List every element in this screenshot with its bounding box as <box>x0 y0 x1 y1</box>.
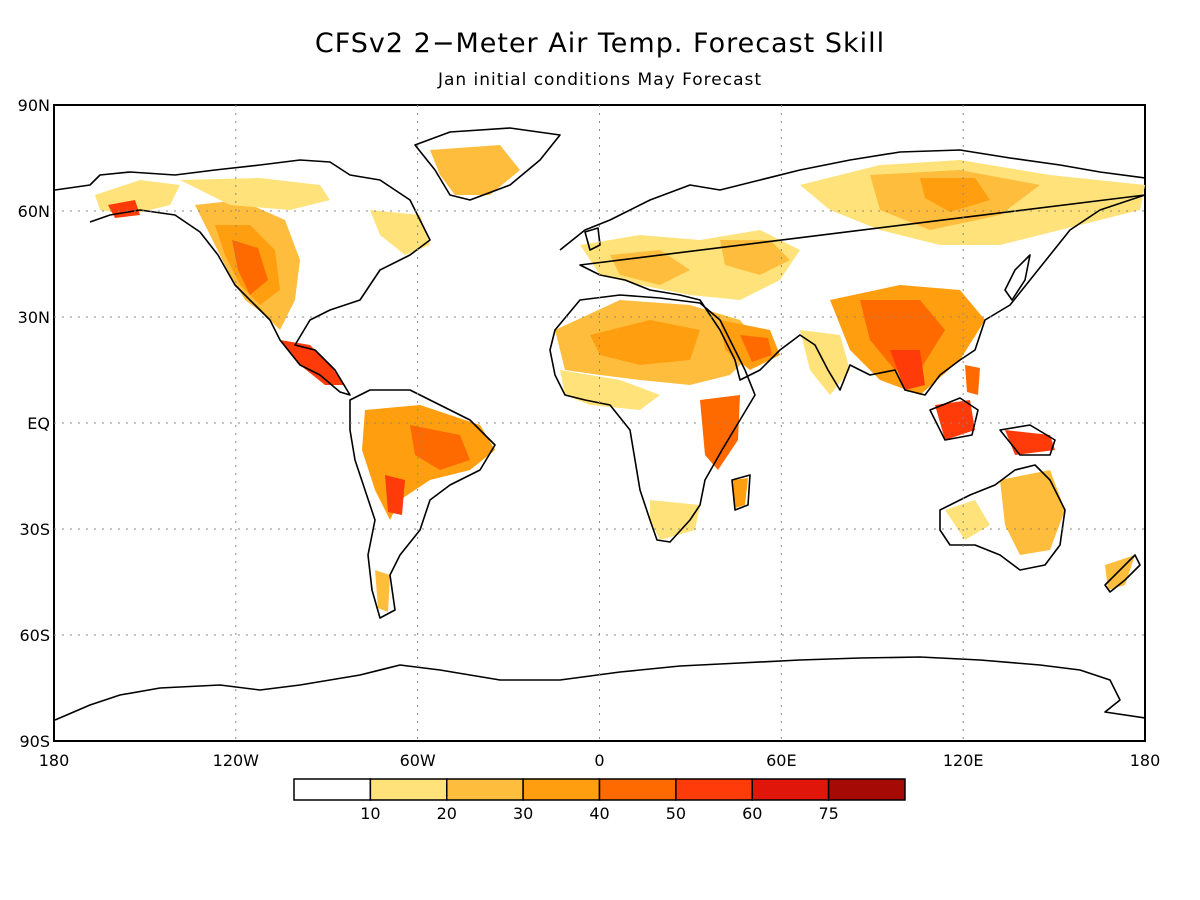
lat-tick-label: 30S <box>19 520 50 539</box>
skill-region-siberia-core <box>920 178 990 212</box>
legend-swatch <box>522 778 601 801</box>
legend-label: 40 <box>589 804 609 823</box>
color-legend: 10 20 30 40 50 60 75 <box>293 778 906 823</box>
skill-region-sa-s <box>385 475 405 515</box>
skill-region-ukraine <box>720 240 790 275</box>
skill-region-eastafrica <box>700 395 740 470</box>
lat-tick-label: EQ <box>27 414 50 433</box>
coast-north-america <box>54 159 431 396</box>
lat-tick-label: 90S <box>19 732 50 751</box>
coast-madagascar <box>731 474 751 511</box>
coast-british-isles <box>584 227 601 251</box>
lon-tick-label: 60E <box>766 751 796 770</box>
skill-region-china-hot <box>860 300 945 370</box>
graticule <box>54 105 1145 741</box>
legend-label: 10 <box>360 804 380 823</box>
lon-tick-label: 60W <box>400 751 436 770</box>
lon-tick-label: 120W <box>213 751 260 770</box>
legend-swatch <box>827 778 906 801</box>
coast-africa <box>549 294 756 543</box>
skill-region-sa-hot <box>410 425 470 470</box>
skill-region-seasia <box>890 350 925 390</box>
skill-region-na-hot <box>232 240 268 295</box>
legend-label: 60 <box>742 804 762 823</box>
skill-region-canada <box>180 178 330 210</box>
legend-label: 30 <box>513 804 533 823</box>
lon-tick-label: 180 <box>1130 751 1161 770</box>
skill-region-patagonia <box>375 570 390 612</box>
legend-swatch <box>293 778 372 801</box>
skill-region-arabia-hot <box>740 335 772 362</box>
legend-swatch <box>675 778 753 801</box>
coast-eurasia <box>559 149 1146 396</box>
coast-australia <box>939 464 1066 571</box>
skill-region-australia-e <box>1000 470 1065 555</box>
lat-tick-label: 60N <box>18 202 50 221</box>
map-subtitle: Jan initial conditions May Forecast <box>437 70 763 90</box>
legend-swatch <box>598 778 677 801</box>
skill-region-newguinea <box>1005 430 1055 455</box>
skill-region-sahara-mid <box>590 320 700 365</box>
coast-antarctica <box>54 656 1146 721</box>
skill-region-australia-w <box>945 500 990 540</box>
lon-labels: 180 120W 60W 0 60E 120E 180 <box>39 751 1161 770</box>
skill-shading <box>95 145 1145 612</box>
skill-region-mexico <box>280 340 345 385</box>
lat-tick-label: 30N <box>18 308 50 327</box>
lat-tick-label: 60S <box>19 626 50 645</box>
coastlines <box>54 127 1146 721</box>
legend-label: 20 <box>437 804 457 823</box>
coast-new-zealand <box>1104 554 1141 593</box>
skill-region-southafrica <box>650 500 700 540</box>
lat-tick-label: 90N <box>18 96 50 115</box>
skill-region-borneo <box>935 400 975 440</box>
lon-tick-label: 120E <box>943 751 984 770</box>
skill-region-greenland <box>430 145 520 195</box>
legend-swatch <box>751 778 830 801</box>
legend-swatch <box>446 778 524 801</box>
coast-south-america <box>349 389 496 619</box>
skill-region-nz <box>1105 555 1135 590</box>
lat-labels: 90N 60N 30N EQ 30S 60S 90S <box>18 96 50 751</box>
lon-tick-label: 180 <box>39 751 70 770</box>
map-title: CFSv2 2−Meter Air Temp. Forecast Skill <box>314 28 886 59</box>
coast-japan <box>1004 254 1031 301</box>
legend-label: 50 <box>666 804 686 823</box>
coast-greenland <box>414 127 561 201</box>
skill-region-quebec <box>370 210 430 255</box>
legend-label: 75 <box>818 804 838 823</box>
coast-new-guinea <box>999 424 1056 456</box>
skill-region-madagascar <box>733 478 748 508</box>
lon-tick-label: 0 <box>594 751 604 770</box>
legend-swatch <box>369 778 448 801</box>
skill-region-philippines <box>965 365 980 395</box>
